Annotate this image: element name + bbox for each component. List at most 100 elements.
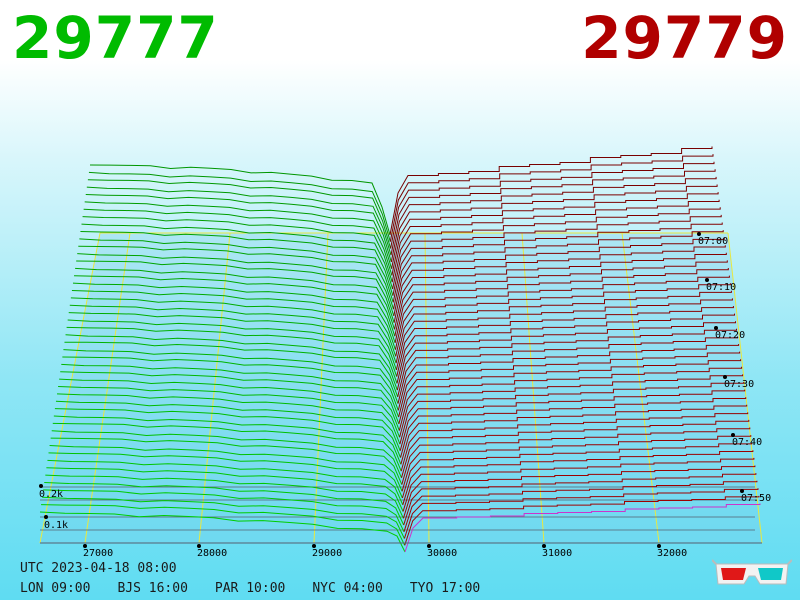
x-tick-marker [312, 544, 316, 548]
ask-depth-curve [390, 161, 715, 249]
ask-depth-curve [390, 176, 717, 263]
bid-depth-curve [84, 201, 393, 269]
x-tick-marker [657, 544, 661, 548]
ask-depth-curve [393, 230, 724, 310]
bid-depth-curve [53, 415, 402, 465]
bid-depth-curve [44, 481, 405, 526]
bid-depth-curve [89, 164, 391, 236]
x-tick-marker [83, 544, 87, 548]
ask-depth-curve [396, 306, 734, 377]
grid-right-edge [727, 232, 763, 544]
bid-depth-curve [50, 437, 403, 485]
ask-depth-curve [399, 382, 745, 445]
bid-depth-curve [48, 452, 403, 499]
grid-price-line [198, 232, 231, 544]
ask-depth-curve [401, 435, 752, 492]
bid-depth-curve [49, 445, 403, 492]
bid-depth-curve [78, 245, 394, 310]
x-tick-marker [542, 544, 546, 548]
x-tick-label: 32000 [657, 548, 687, 559]
time-tick-marker [714, 326, 718, 330]
utc-time: UTC 2023-04-18 08:00 [20, 561, 177, 576]
ask-depth-curve [393, 245, 726, 323]
bid-depth-curve [65, 334, 398, 391]
ask-depth-curve [392, 214, 722, 296]
ask-depth-curve [394, 268, 729, 344]
depth-tick-marker [39, 484, 43, 488]
ask-depth-curve [402, 465, 756, 519]
ask-depth-curve [397, 328, 737, 398]
ask-depth-curve [390, 169, 716, 256]
bid-depth-curve [77, 253, 395, 317]
bid-depth-curve [71, 290, 396, 350]
x-tick-marker [427, 544, 431, 548]
ask-depth-curve [401, 427, 751, 485]
city-time-bjs: BJS 16:00 [117, 581, 188, 596]
ask-depth-curve [395, 290, 732, 364]
ask-depth-curve [389, 154, 714, 242]
bid-depth-curve [81, 223, 394, 290]
ask-depth-curve [404, 503, 761, 553]
bid-depth-curve [76, 260, 395, 323]
grid-left-edge [39, 232, 101, 544]
bid-depth-curve [45, 474, 404, 519]
ask-depth-curve [395, 298, 733, 371]
ask-depth-curve [394, 260, 728, 337]
ask-depth-curve [400, 404, 748, 465]
bid-depth-curve [69, 304, 397, 364]
x-tick-marker [197, 544, 201, 548]
ask-depth-curve [400, 397, 747, 458]
ask-depth-curve [404, 495, 760, 546]
time-tick-marker [723, 375, 727, 379]
bid-depth-curve [68, 312, 397, 371]
bid-depth-curve [79, 238, 394, 303]
time-tick-label: 07:20 [715, 330, 745, 341]
depth-tick-marker [44, 515, 48, 519]
bid-depth-curve [86, 186, 392, 256]
bid-depth-curve [87, 179, 392, 249]
bid-depth-curve [75, 267, 395, 330]
city-time-par: PAR 10:00 [214, 581, 286, 596]
city-time-tyo: TYO 17:00 [409, 581, 481, 596]
bid-depth-curve [39, 511, 406, 553]
bid-depth-curve [88, 171, 391, 242]
3d-glasses-icon[interactable] [712, 556, 792, 590]
x-tick-label: 30000 [427, 548, 457, 559]
ask-price: 29779 [581, 4, 788, 72]
ask-depth-curve [403, 488, 759, 539]
city-time-nyc: NYC 04:00 [312, 581, 383, 596]
ask-depth-curve [397, 344, 740, 411]
bid-depth-curve [63, 349, 399, 404]
ask-depth-curve [389, 146, 713, 236]
ask-depth-curve [391, 192, 719, 276]
ask-depth-curve [402, 450, 754, 505]
ask-depth-curve [401, 419, 750, 478]
bid-depth-curve [66, 326, 398, 384]
ask-depth-curve [398, 351, 741, 418]
bid-depth-curve [47, 459, 404, 506]
ask-depth-curve [396, 313, 735, 384]
bid-depth-curve [43, 489, 405, 533]
city-times: LON 09:00 BJS 16:00 PAR 10:00 NYC 04:00 … [20, 581, 507, 596]
ask-depth-curve [397, 336, 738, 404]
time-tick-label: 07:40 [732, 437, 762, 448]
ask-depth-curve [401, 442, 753, 499]
x-tick-label: 28000 [197, 548, 227, 559]
time-tick-marker [731, 433, 735, 437]
bid-depth-curve [52, 422, 402, 472]
bid-depth-curve [54, 408, 401, 458]
bid-depth-curve [51, 430, 402, 478]
ask-depth-curve [398, 366, 743, 431]
ask-depth-curve [403, 473, 757, 526]
bid-depth-curve [58, 385, 401, 438]
bid-depth-curve [55, 400, 401, 451]
time-tick-marker [740, 489, 744, 493]
time-tick-label: 07:00 [698, 236, 728, 247]
bid-depth-curve [67, 319, 398, 377]
ask-depth-curve [392, 222, 723, 303]
grid-price-line [313, 232, 329, 544]
depth-tick-label: 0.2k [39, 489, 63, 500]
ask-depth-curve [396, 321, 736, 391]
bid-depth-curve [83, 208, 393, 276]
